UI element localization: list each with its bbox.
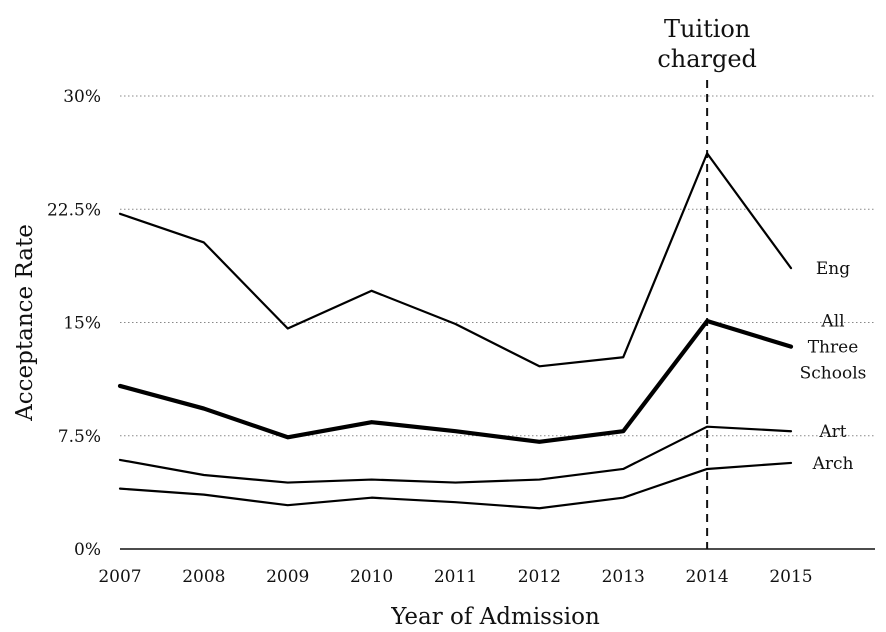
- series-label-art: Art: [818, 422, 846, 442]
- series-label-eng: Eng: [816, 259, 850, 279]
- x-tick-label: 2012: [518, 567, 561, 587]
- x-tick-label: 2008: [182, 567, 225, 587]
- y-tick-label: 22.5%: [47, 200, 101, 220]
- series-lines: [117, 152, 794, 510]
- x-tick-label: 2014: [685, 567, 728, 587]
- x-tick-label: 2011: [434, 567, 477, 587]
- x-tick-labels: 2007 2008 2009 2010 2011 2012 2013 2014 2015: [98, 567, 812, 587]
- x-tick-label: 2007: [98, 567, 141, 587]
- y-tick-label: 0%: [74, 540, 101, 560]
- series-line-eng: [118, 152, 793, 368]
- series-line-arch: [118, 461, 793, 510]
- y-tick-labels: 0% 7.5% 15% 22.5% 30%: [47, 87, 101, 560]
- series-line-all-three-schools: [117, 318, 794, 444]
- event-annotation: Tuition charged: [657, 15, 757, 549]
- x-tick-label: 2013: [602, 567, 645, 587]
- series-labels: Eng All Three Schools Art Arch: [800, 259, 867, 474]
- tuition-annotation-label: Tuition charged: [657, 15, 757, 73]
- y-tick-label: 15%: [63, 314, 101, 334]
- y-tick-label: 7.5%: [58, 427, 101, 447]
- series-line-art: [118, 425, 793, 484]
- y-axis-title: Acceptance Rate: [12, 224, 38, 422]
- x-tick-label: 2010: [350, 567, 393, 587]
- gridlines: [120, 95, 875, 437]
- x-axis-title: Year of Admission: [390, 604, 600, 630]
- series-label-all-three-schools: All Three Schools: [800, 312, 867, 384]
- y-tick-label: 30%: [63, 87, 101, 107]
- x-tick-label: 2009: [266, 567, 309, 587]
- series-label-arch: Arch: [812, 454, 854, 474]
- x-tick-label: 2015: [769, 567, 812, 587]
